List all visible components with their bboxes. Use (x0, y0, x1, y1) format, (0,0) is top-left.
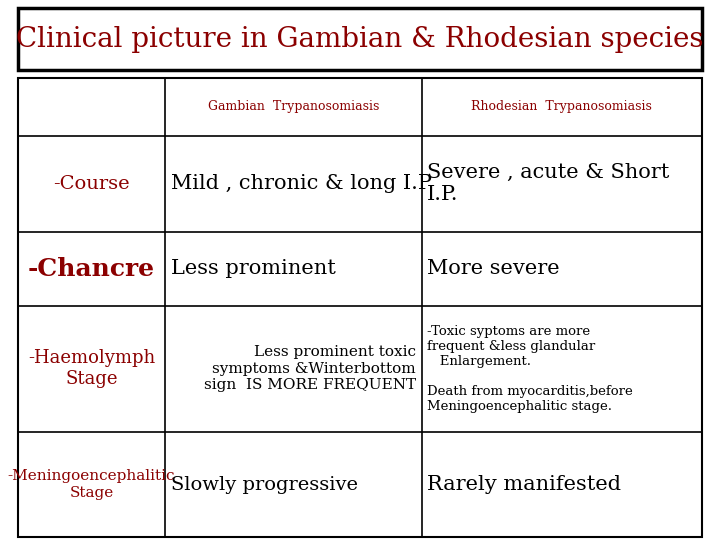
Text: Less prominent toxic
symptoms &Winterbottom
sign  IS MORE FREQUENT: Less prominent toxic symptoms &Winterbot… (204, 346, 416, 392)
Text: Gambian  Trypanosomiasis: Gambian Trypanosomiasis (207, 100, 379, 113)
Text: Rarely manifested: Rarely manifested (428, 475, 621, 494)
Text: More severe: More severe (428, 259, 560, 278)
Text: Rhodesian  Trypanosomiasis: Rhodesian Trypanosomiasis (472, 100, 652, 113)
Text: Mild , chronic & long I.P: Mild , chronic & long I.P (171, 174, 432, 193)
Text: -Chancre: -Chancre (28, 257, 155, 281)
FancyBboxPatch shape (18, 78, 702, 537)
FancyBboxPatch shape (18, 8, 702, 70)
Text: Clinical picture in Gambian & Rhodesian species: Clinical picture in Gambian & Rhodesian … (17, 25, 703, 52)
Text: Slowly progressive: Slowly progressive (171, 476, 358, 494)
Text: -Course: -Course (53, 175, 130, 193)
Text: -Toxic syptoms are more
frequent &less glandular
   Enlargement.

Death from myo: -Toxic syptoms are more frequent &less g… (428, 325, 633, 413)
Text: -Meningoencephalitic
Stage: -Meningoencephalitic Stage (8, 469, 175, 500)
Text: -Haemolymph
Stage: -Haemolymph Stage (28, 349, 155, 388)
Text: Less prominent: Less prominent (171, 259, 336, 278)
Text: Severe , acute & Short
I.P.: Severe , acute & Short I.P. (428, 164, 670, 204)
